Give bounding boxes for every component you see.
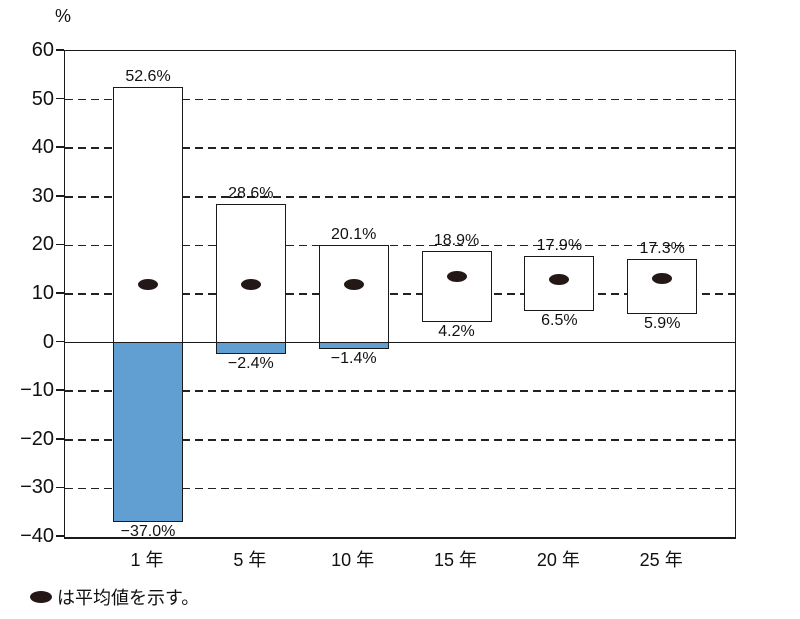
mean-dot	[652, 272, 673, 284]
zero-axis-line	[65, 341, 735, 344]
min-value-label: 5.9%	[643, 314, 681, 332]
x-tick-label: 5 年	[233, 550, 267, 570]
y-tick-mark	[56, 292, 64, 294]
gridline	[65, 244, 735, 247]
min-value-label: −1.4%	[330, 350, 377, 368]
y-tick-label: −10	[20, 379, 54, 402]
negative-fill	[114, 341, 182, 522]
y-tick-mark	[56, 243, 64, 246]
y-tick-mark	[56, 535, 64, 537]
y-tick-label: −30	[20, 476, 54, 499]
gridline	[65, 98, 735, 101]
max-value-label: 52.6%	[125, 67, 171, 85]
max-value-label: 20.1%	[330, 225, 377, 243]
gridline	[65, 439, 735, 441]
gridline	[65, 390, 735, 392]
gridline	[65, 487, 735, 490]
y-tick-mark	[56, 340, 64, 343]
range-bar: 18.9% 4.2%	[421, 232, 492, 340]
plot-area: 52.6% −37.0% 28.6% −2.4% 20.1% −1.4% 18.9% 4.2%…	[64, 50, 736, 540]
y-tick-mark	[56, 146, 64, 148]
x-tick-label: 1 年	[130, 550, 164, 570]
y-tick-label: 30	[31, 184, 54, 207]
mean-dot	[240, 279, 261, 291]
min-value-label: 6.5%	[541, 311, 578, 329]
range-bar: 20.1% −1.4%	[318, 226, 389, 367]
gridline	[65, 196, 735, 198]
range-bar: 17.9% 6.5%	[524, 237, 595, 329]
mean-dot-icon	[30, 591, 52, 603]
x-tick-label: 25 年	[639, 550, 683, 570]
y-tick-label: 0	[42, 330, 54, 353]
max-value-label: 17.3%	[639, 239, 685, 257]
y-tick-mark	[56, 97, 64, 100]
y-tick-label: 50	[31, 87, 54, 110]
max-value-label: 17.9%	[536, 236, 583, 254]
mean-dot	[446, 270, 467, 282]
y-tick-mark	[56, 195, 64, 197]
y-tick-label: 60	[31, 39, 54, 61]
range-bar: 17.3% 5.9%	[627, 240, 698, 332]
y-tick-mark	[56, 486, 64, 489]
footnote-text: は平均値を示す。	[57, 588, 200, 608]
footnote: は平均値を示す。	[30, 584, 199, 610]
negative-fill	[216, 341, 285, 354]
y-tick-label: 10	[31, 282, 54, 304]
x-tick-label: 10 年	[331, 550, 375, 570]
gridline	[65, 147, 735, 149]
y-tick-label: 20	[31, 233, 54, 256]
range-bar: 52.6% −37.0%	[113, 68, 183, 540]
min-value-label: −2.4%	[227, 355, 274, 373]
mean-dot	[549, 274, 570, 286]
range-bar: 28.6% −2.4%	[215, 185, 286, 372]
x-tick-label: 20 年	[536, 550, 580, 570]
y-tick-label: −40	[20, 525, 54, 547]
y-tick-label: 40	[31, 136, 54, 159]
y-tick-mark	[56, 438, 64, 440]
y-tick-label: −20	[20, 427, 54, 450]
gridline	[65, 293, 735, 295]
min-value-label: −37.0%	[120, 523, 176, 541]
max-value-label: 28.6%	[228, 184, 274, 202]
mean-dot	[138, 279, 158, 291]
negative-fill	[319, 341, 388, 349]
y-axis-unit-label: %	[55, 6, 72, 26]
mean-dot	[343, 279, 364, 291]
y-tick-mark	[56, 389, 64, 391]
y-tick-mark	[56, 49, 64, 51]
max-value-label: 18.9%	[433, 231, 480, 249]
min-value-label: 4.2%	[438, 323, 475, 341]
x-tick-label: 15 年	[434, 550, 478, 570]
